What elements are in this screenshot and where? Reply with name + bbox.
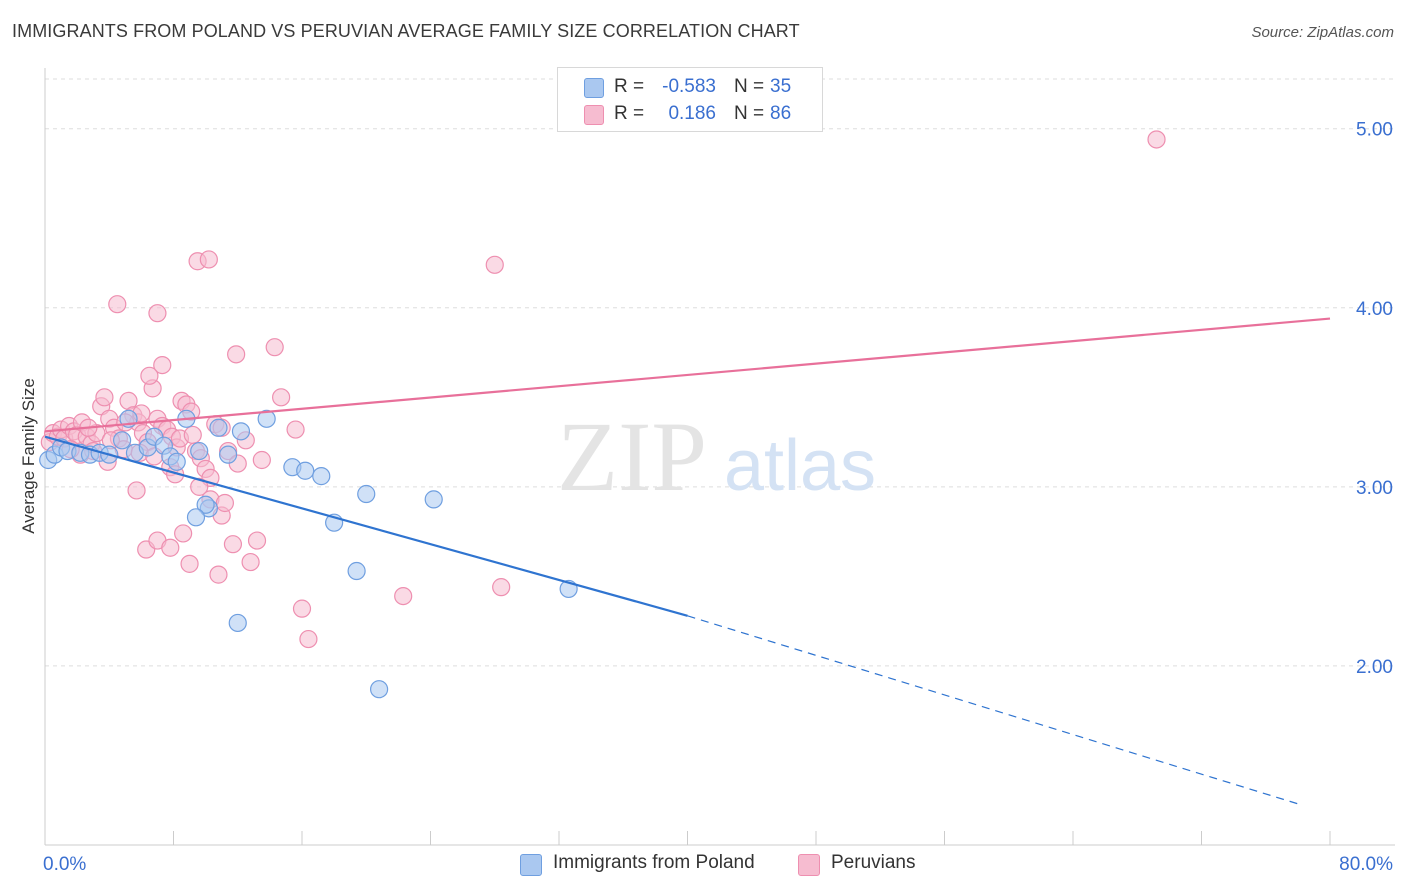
point-peruvians: [292, 599, 312, 618]
legend-label-poland: Immigrants from Poland: [553, 852, 755, 873]
point-peruvians: [265, 338, 284, 357]
point-peruvians: [241, 552, 260, 572]
trend-lines: [44, 317, 1331, 805]
point-poland: [257, 409, 276, 428]
legend-r-label: R =: [614, 103, 645, 124]
point-peruvians: [227, 345, 246, 364]
legend-row-peruvians: R = 0.186 N = 86: [558, 100, 822, 128]
legend-n-value: 35: [770, 76, 792, 97]
point-poland: [231, 422, 251, 441]
point-poland: [186, 508, 206, 527]
point-peruvians: [1147, 130, 1166, 149]
legend-label-peruvians: Peruvians: [831, 852, 916, 873]
legend-n-value: 86: [770, 103, 792, 124]
source-label: Source: ZipAtlas.com: [1251, 24, 1394, 41]
axes: [44, 68, 1395, 846]
point-peruvians: [108, 295, 127, 314]
legend-swatch-peruvians: [584, 105, 604, 125]
point-peruvians: [190, 477, 209, 496]
point-peruvians: [140, 366, 159, 385]
point-peruvians: [215, 493, 234, 513]
point-poland: [347, 561, 366, 581]
y-tick-label: 3.00: [1356, 478, 1393, 499]
series-peruvians: [40, 130, 1166, 649]
point-peruvians: [223, 535, 243, 554]
point-peruvians: [174, 524, 193, 543]
point-peruvians: [299, 629, 318, 649]
point-peruvians: [95, 388, 114, 407]
x-tick-label-max: 80.0%: [1339, 854, 1393, 875]
point-peruvians: [209, 565, 228, 584]
trend-line-peruvians: [44, 317, 1331, 433]
point-poland: [424, 490, 443, 509]
y-tick-label: 4.00: [1356, 299, 1393, 320]
point-poland: [357, 484, 376, 504]
point-peruvians: [180, 554, 199, 573]
y-axis-label: Average Family Size: [19, 378, 38, 534]
legend-swatch-peruvians: [798, 854, 820, 876]
x-tick-label-min: 0.0%: [43, 854, 86, 875]
legend-r-value: -0.583: [662, 76, 716, 97]
point-peruvians: [252, 450, 271, 470]
legend-r-value: 0.186: [668, 103, 716, 124]
correlation-legend: R = -0.583 N = 35 R = 0.186 N = 86: [557, 67, 823, 132]
point-poland: [296, 461, 315, 480]
point-poland: [228, 613, 247, 633]
trend-line-poland: [44, 435, 688, 617]
point-peruvians: [394, 586, 413, 606]
point-peruvians: [247, 531, 267, 550]
point-peruvians: [161, 538, 180, 557]
y-tick-label: 2.00: [1356, 657, 1393, 678]
point-peruvians: [153, 355, 172, 375]
legend-swatch-poland: [520, 854, 542, 876]
legend-r-label: R =: [614, 76, 645, 97]
watermark-zip: ZIP: [557, 401, 707, 512]
watermark: ZIP atlas: [557, 401, 876, 512]
point-peruvians: [127, 481, 146, 500]
legend-n-label: N =: [734, 76, 765, 97]
point-poland: [112, 431, 132, 450]
point-peruvians: [148, 304, 167, 323]
point-poland: [167, 452, 186, 471]
point-peruvians: [199, 250, 218, 269]
legend-row-poland: R = -0.583 N = 35: [558, 73, 822, 101]
tick-labels: 2.00 3.00 4.00 5.00 0.0% 80.0%: [43, 120, 1393, 875]
point-poland: [209, 418, 228, 437]
point-poland: [219, 445, 238, 464]
point-peruvians: [183, 425, 202, 445]
point-poland: [190, 441, 209, 461]
point-peruvians: [492, 578, 511, 597]
legend-swatch-poland: [584, 78, 604, 98]
point-peruvians: [485, 255, 504, 274]
point-peruvians: [272, 388, 291, 407]
point-poland: [196, 495, 215, 514]
legend-n-label: N =: [734, 103, 765, 124]
point-poland: [312, 467, 331, 486]
point-poland: [370, 680, 389, 699]
point-peruvians: [286, 420, 305, 439]
watermark-atlas: atlas: [724, 426, 876, 506]
chart-title: IMMIGRANTS FROM POLAND VS PERUVIAN AVERA…: [12, 21, 800, 41]
y-tick-label: 5.00: [1356, 120, 1393, 141]
trend-line-poland-extension: [687, 615, 1299, 805]
